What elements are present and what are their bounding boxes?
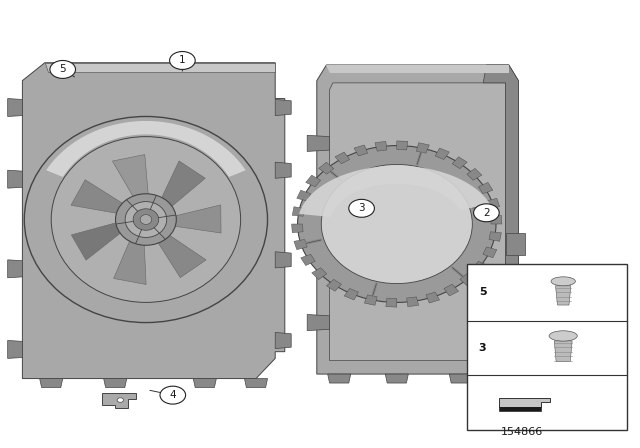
Polygon shape	[460, 274, 475, 286]
Polygon shape	[46, 121, 246, 177]
Ellipse shape	[298, 146, 496, 302]
Polygon shape	[449, 374, 472, 383]
Polygon shape	[326, 280, 341, 291]
Polygon shape	[301, 254, 315, 266]
Polygon shape	[364, 295, 377, 305]
Polygon shape	[483, 65, 518, 374]
Polygon shape	[102, 393, 136, 408]
Polygon shape	[312, 268, 327, 280]
Polygon shape	[114, 234, 146, 284]
Polygon shape	[292, 224, 303, 233]
Polygon shape	[328, 374, 351, 383]
Polygon shape	[344, 289, 358, 300]
Polygon shape	[452, 157, 467, 168]
Polygon shape	[486, 198, 500, 208]
Polygon shape	[299, 166, 490, 217]
Ellipse shape	[125, 202, 167, 237]
Polygon shape	[154, 231, 206, 278]
Polygon shape	[473, 261, 488, 273]
Polygon shape	[297, 190, 310, 201]
Polygon shape	[169, 205, 221, 233]
Polygon shape	[8, 170, 22, 188]
Polygon shape	[499, 398, 550, 407]
Polygon shape	[307, 225, 330, 241]
Polygon shape	[8, 340, 22, 358]
Circle shape	[474, 204, 499, 222]
Ellipse shape	[51, 137, 241, 302]
Polygon shape	[335, 152, 349, 164]
Text: 4: 4	[170, 390, 176, 400]
Polygon shape	[499, 407, 541, 411]
Polygon shape	[158, 161, 205, 211]
Polygon shape	[275, 99, 291, 116]
Polygon shape	[406, 297, 419, 306]
Polygon shape	[554, 341, 572, 362]
Polygon shape	[40, 379, 63, 388]
Ellipse shape	[321, 164, 472, 284]
Circle shape	[160, 386, 186, 404]
Polygon shape	[193, 379, 216, 388]
Polygon shape	[71, 180, 129, 214]
Polygon shape	[444, 284, 459, 296]
Polygon shape	[294, 240, 307, 250]
Polygon shape	[45, 63, 275, 72]
Circle shape	[349, 199, 374, 217]
Polygon shape	[22, 63, 285, 379]
Polygon shape	[385, 374, 408, 383]
Polygon shape	[467, 168, 482, 180]
Polygon shape	[113, 155, 149, 203]
Polygon shape	[8, 99, 22, 116]
Polygon shape	[306, 175, 321, 187]
Ellipse shape	[117, 398, 124, 402]
Text: 1: 1	[179, 56, 186, 65]
Polygon shape	[8, 260, 22, 278]
Polygon shape	[375, 142, 387, 151]
Text: 3: 3	[358, 203, 365, 213]
Polygon shape	[275, 162, 291, 178]
Ellipse shape	[133, 209, 159, 230]
Text: 5: 5	[60, 65, 66, 74]
Polygon shape	[483, 247, 497, 258]
Circle shape	[50, 60, 76, 78]
Text: 154866: 154866	[500, 427, 543, 437]
Polygon shape	[319, 162, 333, 174]
Polygon shape	[490, 215, 502, 224]
Polygon shape	[417, 143, 429, 153]
Polygon shape	[397, 141, 408, 150]
Polygon shape	[330, 83, 506, 361]
Text: 5: 5	[479, 288, 486, 297]
Text: 3: 3	[479, 343, 486, 353]
Ellipse shape	[549, 331, 577, 341]
Polygon shape	[292, 207, 305, 216]
Polygon shape	[307, 314, 330, 331]
Polygon shape	[317, 65, 518, 374]
Polygon shape	[307, 135, 330, 151]
Polygon shape	[426, 292, 440, 303]
Polygon shape	[556, 286, 571, 305]
Polygon shape	[104, 379, 127, 388]
Polygon shape	[71, 221, 125, 260]
Polygon shape	[479, 182, 493, 194]
Text: 2: 2	[483, 208, 490, 218]
Ellipse shape	[551, 277, 575, 286]
Polygon shape	[326, 65, 509, 73]
Polygon shape	[354, 145, 367, 156]
Polygon shape	[435, 148, 449, 159]
Ellipse shape	[24, 116, 268, 323]
Polygon shape	[386, 298, 397, 307]
Polygon shape	[506, 233, 525, 255]
Polygon shape	[275, 332, 291, 349]
FancyBboxPatch shape	[467, 264, 627, 430]
Polygon shape	[244, 379, 268, 388]
Polygon shape	[489, 232, 501, 241]
Circle shape	[170, 52, 195, 69]
Polygon shape	[275, 252, 291, 268]
Ellipse shape	[140, 215, 152, 224]
Ellipse shape	[116, 194, 177, 246]
